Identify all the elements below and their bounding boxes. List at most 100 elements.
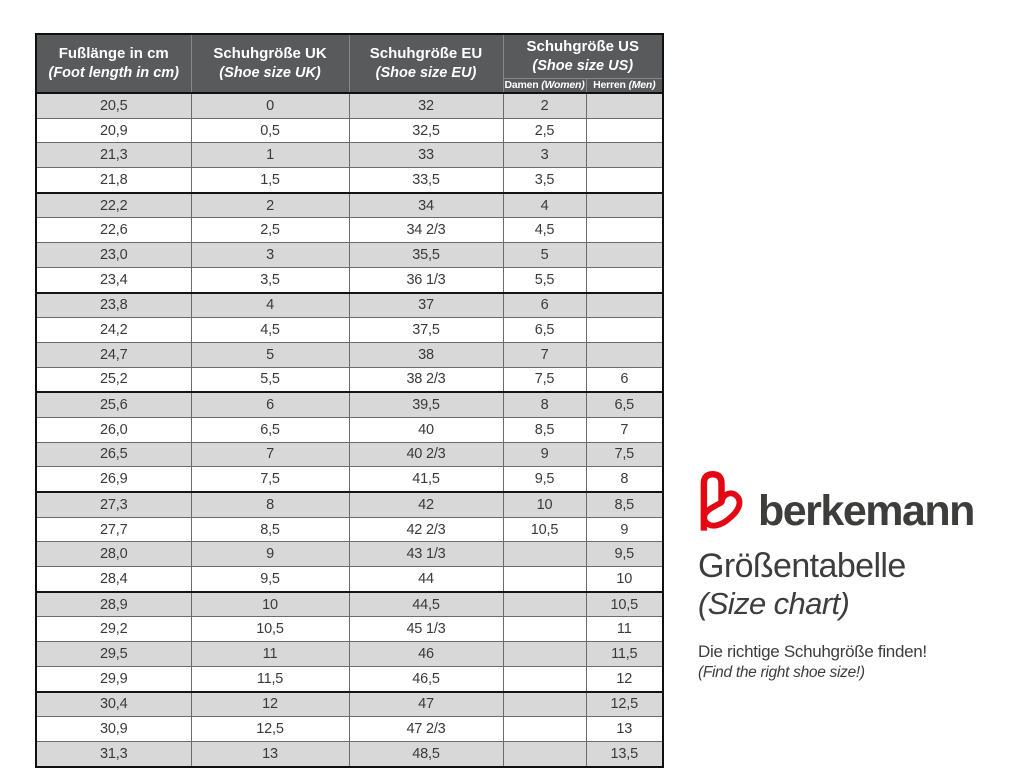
cell-size-eu: 45 1/3 [348,616,504,643]
cell-size-us-men: 9 [585,516,664,543]
cell-size-us-men: 7 [585,416,664,443]
cell-size-eu: 42 [348,490,504,518]
cell-size-us-men [585,91,664,119]
cell-size-eu: 40 2/3 [348,441,504,468]
cell-size-uk: 12 [190,690,350,718]
cell-size-us-men [585,142,664,169]
cell-size-eu: 40 [348,416,504,443]
cell-foot-length-cm: 23,0 [35,242,192,268]
cell-foot-length-cm: 20,5 [35,91,192,119]
cell-size-eu: 41,5 [348,466,504,493]
table-row: 27,3 8 42 10 8,5 [35,490,664,518]
cell-size-us-men: 7,5 [585,441,664,468]
cell-size-us-men [585,291,664,319]
cell-size-eu: 32,5 [348,117,504,144]
table-row: 28,0 9 43 1/3 9,5 [35,541,664,568]
cell-size-us-men: 11,5 [585,641,664,667]
cell-size-eu: 46,5 [348,665,504,693]
cell-size-us-women: 6,5 [502,317,587,343]
cell-size-us-men: 8 [585,466,664,493]
cell-size-eu: 47 2/3 [348,716,504,742]
tagline-de: Die richtige Schuhgröße finden! [698,642,927,662]
cell-size-us-women: 7,5 [502,366,587,393]
header-eu-en: (Shoe size EU) [375,64,477,81]
cell-size-us-men: 12,5 [585,690,664,718]
header-us-women-en: (Women) [541,78,585,91]
cell-size-eu: 43 1/3 [348,541,504,568]
cell-size-eu: 48,5 [348,740,504,768]
cell-size-uk: 3 [190,242,350,268]
cell-foot-length-cm: 30,4 [35,690,192,718]
cell-foot-length-cm: 23,8 [35,291,192,319]
cell-size-eu: 44 [348,566,504,593]
cell-size-uk: 8 [190,490,350,518]
cell-size-us-men [585,217,664,244]
table-row: 24,7 5 38 7 [35,341,664,368]
cell-size-uk: 10 [190,590,350,618]
cell-size-us-men [585,341,664,368]
table-row: 20,5 0 32 2 [35,91,664,119]
cell-foot-length-cm: 22,2 [35,191,192,219]
header-uk-en: (Shoe size UK) [219,64,321,81]
cell-size-uk: 0,5 [190,117,350,144]
cell-size-uk: 4 [190,291,350,319]
cell-size-us-men [585,242,664,268]
cell-foot-length-cm: 23,4 [35,266,192,294]
cell-size-eu: 34 [348,191,504,219]
cell-foot-length-cm: 26,5 [35,441,192,468]
cell-size-us-men: 6 [585,366,664,393]
cell-size-uk: 1,5 [190,167,350,194]
table-row: 21,3 1 33 3 [35,142,664,169]
berkemann-logo-icon [700,471,743,531]
cell-size-eu: 47 [348,690,504,718]
page-subtitle: (Size chart) [698,585,850,621]
table-row: 22,6 2,5 34 2/3 4,5 [35,217,664,244]
cell-size-us-women [502,690,587,718]
cell-size-us-women: 2 [502,91,587,119]
table-row: 26,5 7 40 2/3 9 7,5 [35,441,664,468]
cell-foot-length-cm: 31,3 [35,740,192,768]
cell-size-eu: 38 2/3 [348,366,504,393]
header-us-women-de: Damen [504,78,539,91]
cell-foot-length-cm: 29,9 [35,665,192,693]
cell-size-us-women [502,740,587,768]
cell-size-uk: 7 [190,441,350,468]
cell-size-eu: 34 2/3 [348,217,504,244]
size-chart-table: Fußlänge in cm (Foot length in cm) Schuh… [35,33,665,768]
cell-size-us-women [502,616,587,643]
cell-size-eu: 33,5 [348,167,504,194]
header-us-men-en: (Men) [628,78,656,91]
cell-foot-length-cm: 26,9 [35,466,192,493]
cell-foot-length-cm: 29,5 [35,641,192,667]
cell-size-us-women: 6 [502,291,587,319]
cell-size-uk: 3,5 [190,266,350,294]
cell-size-uk: 2,5 [190,217,350,244]
cell-size-uk: 1 [190,142,350,169]
cell-size-eu: 37,5 [348,317,504,343]
cell-size-us-women [502,590,587,618]
header-shoe-size-eu: Schuhgröße EU (Shoe size EU) [348,33,504,94]
cell-foot-length-cm: 28,0 [35,541,192,568]
cell-size-eu: 37 [348,291,504,319]
brand-row: berkemann [698,470,1018,533]
cell-size-eu: 44,5 [348,590,504,618]
cell-size-us-men: 10 [585,566,664,593]
table-row: 29,2 10,5 45 1/3 11 [35,616,664,643]
table-row: 29,9 11,5 46,5 12 [35,665,664,693]
table-header: Fußlänge in cm (Foot length in cm) Schuh… [35,33,664,94]
cell-size-us-men [585,266,664,294]
cell-size-us-women: 5,5 [502,266,587,294]
table-row: 27,7 8,5 42 2/3 10,5 9 [35,516,664,543]
table-row: 30,9 12,5 47 2/3 13 [35,716,664,742]
cell-size-us-women [502,641,587,667]
cell-foot-length-cm: 21,3 [35,142,192,169]
page-title: Größentabelle [698,547,906,585]
table-row: 24,2 4,5 37,5 6,5 [35,317,664,343]
cell-size-uk: 11,5 [190,665,350,693]
cell-size-eu: 42 2/3 [348,516,504,543]
size-table-body: 20,5 0 32 2 20,9 0,5 32,5 2,5 21,3 1 33 3 21,8 1,5 33,… [35,91,664,768]
header-uk-de: Schuhgröße UK [213,45,327,63]
header-us-men: Herren (Men) [585,77,664,94]
cell-foot-length-cm: 27,7 [35,516,192,543]
cell-foot-length-cm: 24,7 [35,341,192,368]
